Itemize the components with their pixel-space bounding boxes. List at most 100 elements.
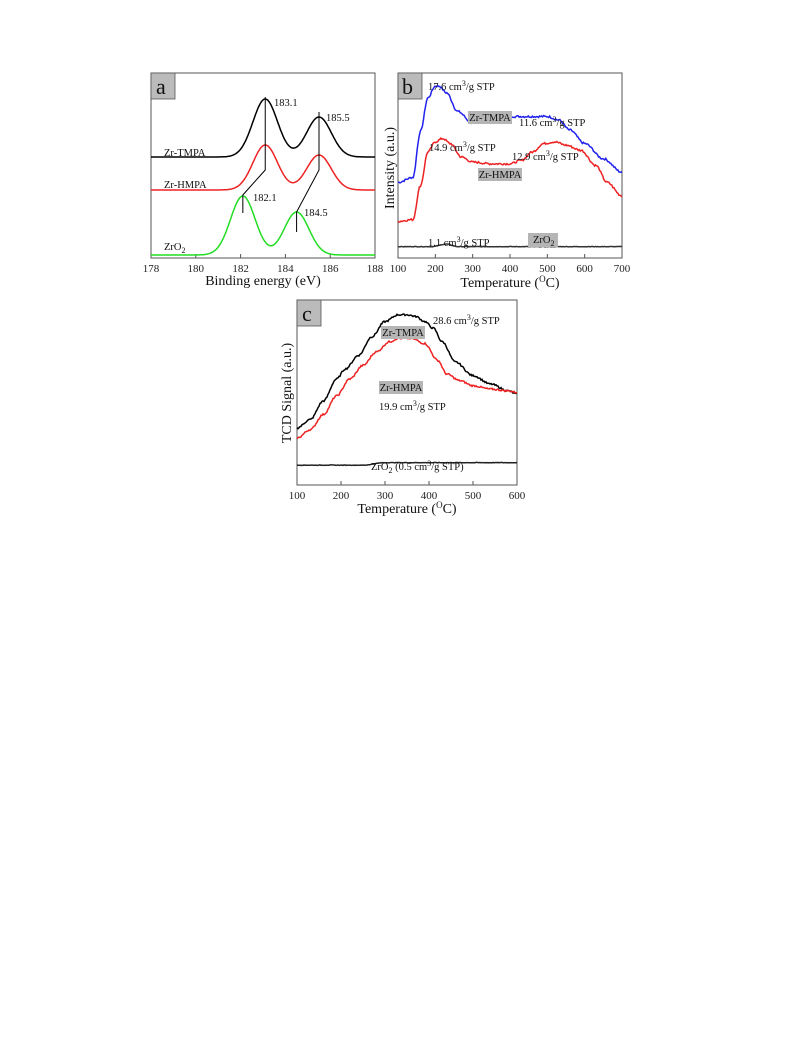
panel-a-peak-label: 185.5 <box>326 113 350 124</box>
panel-a-peak-marker-185 <box>296 112 320 232</box>
ann-sup: 3 <box>467 313 471 322</box>
x-tick-label: 700 <box>614 263 631 275</box>
ann-sup: 3 <box>546 149 550 158</box>
panel-a-series-zro2 <box>151 195 375 256</box>
panel-c-annotation: 19.9 cm3/g STP <box>379 399 446 413</box>
x-tick-label: 186 <box>322 263 339 275</box>
panel-c-series-zro2 <box>296 461 518 467</box>
panel-b-legend-box-zr-tmpa <box>468 111 512 124</box>
panel-b-legend-zro2-sub: 2 <box>551 239 555 248</box>
ann-unit: cm <box>446 82 461 93</box>
panel-c-legend-box-zr-tmpa <box>381 326 425 339</box>
panel-a-letter: a <box>156 74 166 99</box>
panel-b-xlabel-sup: O <box>539 274 546 284</box>
x-tick-label: 200 <box>427 263 444 275</box>
ann-unit: cm <box>397 402 412 413</box>
ann-sup: 3 <box>463 140 467 149</box>
ann-sup: 3 <box>457 235 461 244</box>
ann-sup: 3 <box>427 459 431 468</box>
panel-b-letter: b <box>402 74 413 99</box>
ann-unit: cm <box>537 118 552 129</box>
ann-value: 14.9 <box>429 143 447 154</box>
panel-b-series-zro2 <box>397 243 623 248</box>
panel-b-legend-zr-tmpa: Zr-TMPA <box>469 113 511 124</box>
x-tick-label: 100 <box>390 263 407 275</box>
ann-value: 28.6 <box>433 316 451 327</box>
panel-c-annotation: 28.6 cm3/g STP <box>433 313 500 327</box>
panel-a: a 178 180 182 184 186 188 Binding energy (eV)… <box>143 72 384 289</box>
ann-unit-post: /g STP <box>471 316 500 327</box>
x-tick-label: 500 <box>465 490 482 502</box>
x-tick-label: 188 <box>367 263 384 275</box>
panel-b-series-zr-hmpa <box>397 136 623 223</box>
panel-b-xlabel-main: Temperature ( <box>460 276 539 291</box>
panel-a-peak-label: 183.1 <box>274 98 298 109</box>
ann-unit-post: /g STP <box>417 402 446 413</box>
x-tick-label: 500 <box>539 263 556 275</box>
panel-b-annotation: 17.6 cm3/g STP <box>428 79 495 93</box>
ann-unit-post: /g STP <box>550 152 579 163</box>
panel-b-ylabel: Intensity (a.u.) <box>383 127 398 209</box>
ann-mid: (0.5 cm <box>393 462 428 473</box>
ann-sup: 3 <box>462 79 466 88</box>
ann-unit-post: /g STP <box>466 82 495 93</box>
panel-b-ticks: 100 200 300 400 500 600 700 <box>390 254 631 275</box>
x-tick-label: 200 <box>333 490 350 502</box>
panel-a-legend-zr-hmpa: Zr-HMPA <box>164 180 207 191</box>
panel-c-annotation-zro2: ZrO2 (0.5 cm3/g STP) <box>371 459 464 475</box>
panel-c-ylabel: TCD Signal (a.u.) <box>280 343 295 444</box>
panel-c-xlabel: Temperature (OC) <box>357 500 457 517</box>
panel-c-series-zr-tmpa <box>296 313 517 430</box>
panel-a-xlabel: Binding energy (eV) <box>205 274 321 289</box>
ann-sub: 2 <box>389 466 393 475</box>
panel-a-ticks: 178 180 182 184 186 188 <box>143 254 384 275</box>
ann-unit: cm <box>451 316 466 327</box>
panel-b-legend-zr-hmpa: Zr-HMPA <box>479 170 522 181</box>
panel-c-xlabel-sup: O <box>436 500 443 510</box>
x-tick-label: 600 <box>576 263 593 275</box>
ann-value: 11.6 <box>519 118 537 129</box>
x-tick-label: 300 <box>377 490 394 502</box>
panel-a-peak-label: 182.1 <box>253 193 277 204</box>
ann-pre: ZrO <box>371 462 389 473</box>
panel-c-letter-box <box>296 299 322 327</box>
ann-unit-post: /g STP <box>467 143 496 154</box>
ann-unit: cm <box>441 238 456 249</box>
panel-c-legend-zr-tmpa: Zr-TMPA <box>382 328 424 339</box>
panel-a-legend-zro2-sub: 2 <box>182 246 186 255</box>
panel-b-letter-box <box>397 72 423 100</box>
x-tick-label: 600 <box>509 490 526 502</box>
ann-sup: 3 <box>413 399 417 408</box>
x-tick-label: 400 <box>421 490 438 502</box>
ann-value: 19.9 <box>379 402 397 413</box>
ann-post: /g STP) <box>431 462 464 473</box>
panel-b-annotation: 12.9 cm3/g STP <box>512 149 579 163</box>
ann-unit: cm <box>447 143 462 154</box>
panel-a-legend-zro2-main: ZrO <box>164 242 182 253</box>
ann-unit-post: /g STP <box>556 118 585 129</box>
panel-a-legend-zro2: ZrO2 <box>164 242 186 255</box>
panel-b-legend-zro2-main: ZrO <box>533 235 551 246</box>
panel-a-peak-label: 184.5 <box>304 208 328 219</box>
panel-c-legend-box-zr-hmpa <box>379 381 423 394</box>
panel-c: c 100 200 300 400 500 600 Temperature (OC) TC… <box>280 299 526 517</box>
ann-unit: cm <box>530 152 545 163</box>
ann-value: 17.6 <box>428 82 446 93</box>
panel-a-letter-box <box>150 72 176 100</box>
x-tick-label: 178 <box>143 263 160 275</box>
ann-value: 12.9 <box>512 152 530 163</box>
panel-c-xlabel-main: Temperature ( <box>357 502 436 517</box>
ann-unit-post: /g STP <box>461 238 490 249</box>
panel-b-annotation: 11.6 cm3/g STP <box>519 115 585 129</box>
x-tick-label: 180 <box>188 263 205 275</box>
panel-a-frame <box>150 72 376 259</box>
panel-a-legend-zr-tmpa: Zr-TMPA <box>164 148 206 159</box>
panel-c-ticks: 100 200 300 400 500 600 <box>289 481 526 502</box>
panel-b: b 100 200 300 400 500 600 700 Temperature (OC)… <box>383 72 631 291</box>
ann-value: 1.1 <box>428 238 441 249</box>
panel-c-legend-zr-hmpa: Zr-HMPA <box>380 383 423 394</box>
panel-c-xlabel-tail: C) <box>443 502 457 517</box>
panel-b-annotation: 1.1 cm3/g STP <box>428 235 490 249</box>
x-tick-label: 182 <box>232 263 249 275</box>
panel-a-peak-marker-183 <box>242 97 266 213</box>
